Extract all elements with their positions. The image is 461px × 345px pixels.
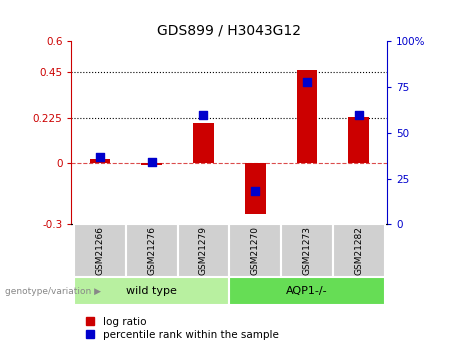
Bar bbox=[229, 224, 281, 278]
Text: GSM21270: GSM21270 bbox=[251, 226, 260, 276]
Text: GSM21273: GSM21273 bbox=[302, 226, 312, 276]
Bar bbox=[281, 224, 333, 278]
Bar bbox=[349, 117, 369, 163]
Text: AQP1-/-: AQP1-/- bbox=[286, 286, 328, 296]
Bar bbox=[296, 70, 317, 163]
Text: GSM21282: GSM21282 bbox=[354, 227, 363, 275]
Bar bbox=[142, 163, 162, 165]
Text: GSM21279: GSM21279 bbox=[199, 226, 208, 276]
Bar bbox=[229, 277, 384, 305]
Bar bbox=[126, 224, 177, 278]
Text: genotype/variation ▶: genotype/variation ▶ bbox=[5, 287, 100, 296]
Bar bbox=[74, 277, 229, 305]
Bar bbox=[333, 224, 384, 278]
Bar bbox=[177, 224, 229, 278]
Point bbox=[252, 189, 259, 194]
Text: GSM21266: GSM21266 bbox=[95, 226, 105, 276]
Bar bbox=[245, 163, 266, 214]
Point bbox=[200, 112, 207, 117]
Bar bbox=[74, 224, 126, 278]
Legend: log ratio, percentile rank within the sample: log ratio, percentile rank within the sa… bbox=[86, 317, 278, 340]
Point bbox=[355, 112, 362, 117]
Text: GSM21276: GSM21276 bbox=[147, 226, 156, 276]
Title: GDS899 / H3043G12: GDS899 / H3043G12 bbox=[157, 23, 301, 38]
Point bbox=[96, 154, 104, 159]
Point bbox=[148, 159, 155, 165]
Point bbox=[303, 79, 311, 85]
Bar bbox=[193, 123, 214, 163]
Bar bbox=[89, 159, 110, 163]
Text: wild type: wild type bbox=[126, 286, 177, 296]
